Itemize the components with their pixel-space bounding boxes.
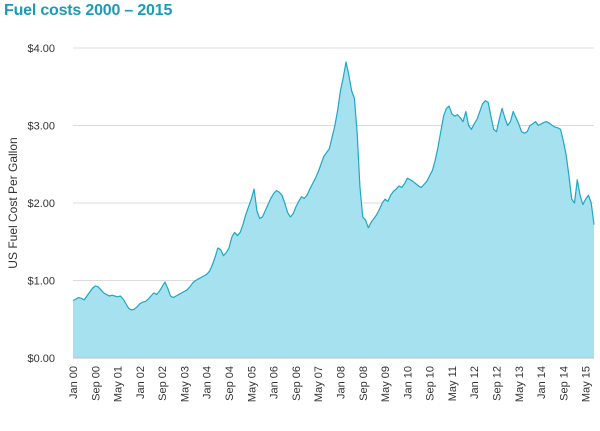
y-tick-label: $4.00: [27, 43, 55, 55]
x-tick-label: Jan 12: [469, 366, 481, 399]
x-tick-label: May 07: [313, 366, 325, 402]
y-tick-labels: $0.00 $1.00 $2.00 $3.00 $4.00: [27, 43, 55, 365]
x-tick-label: Sep 06: [291, 366, 303, 401]
x-tick-label: Sep 12: [491, 366, 503, 401]
x-tick-label: Jan 06: [269, 366, 281, 399]
x-tick-label: Jan 14: [536, 366, 548, 399]
x-tick-label: May 01: [113, 366, 125, 402]
x-tick-label: Sep 02: [157, 366, 169, 401]
x-tick-label: Jan 00: [68, 366, 80, 399]
y-axis-label: US Fuel Cost Per Gallon: [6, 137, 20, 268]
x-tick-label: Jan 10: [402, 366, 414, 399]
x-tick-label: Sep 00: [90, 366, 102, 401]
x-tick-label: Jan 08: [335, 366, 347, 399]
y-tick-label: $1.00: [27, 276, 55, 288]
y-tick-label: $2.00: [27, 198, 55, 210]
x-tick-label: May 09: [380, 366, 392, 402]
x-tick-label: Sep 08: [358, 366, 370, 401]
x-tick-label: Jan 02: [135, 366, 147, 399]
x-tick-label: May 05: [246, 366, 258, 402]
series-line: [72, 61, 595, 311]
x-tick-label: May 11: [447, 366, 459, 401]
x-tick-labels: Jan 00 Sep 00 May 01 Jan 02 Sep 02 May 03 Jan …: [68, 366, 593, 402]
x-tick-label: May 03: [179, 366, 191, 402]
chart-title: Fuel costs 2000 – 2015: [4, 2, 173, 19]
x-tick-label: May 15: [581, 366, 593, 402]
x-tick-label: May 13: [514, 366, 526, 402]
y-tick-label: $0.00: [27, 353, 55, 365]
x-tick-label: Sep 10: [425, 366, 437, 401]
x-tick-label: Jan 04: [202, 366, 214, 399]
x-tick-label: Sep 04: [224, 366, 236, 401]
x-tick-label: Sep 14: [558, 366, 570, 401]
y-tick-label: $3.00: [27, 121, 55, 133]
area-fill: [73, 61, 594, 358]
